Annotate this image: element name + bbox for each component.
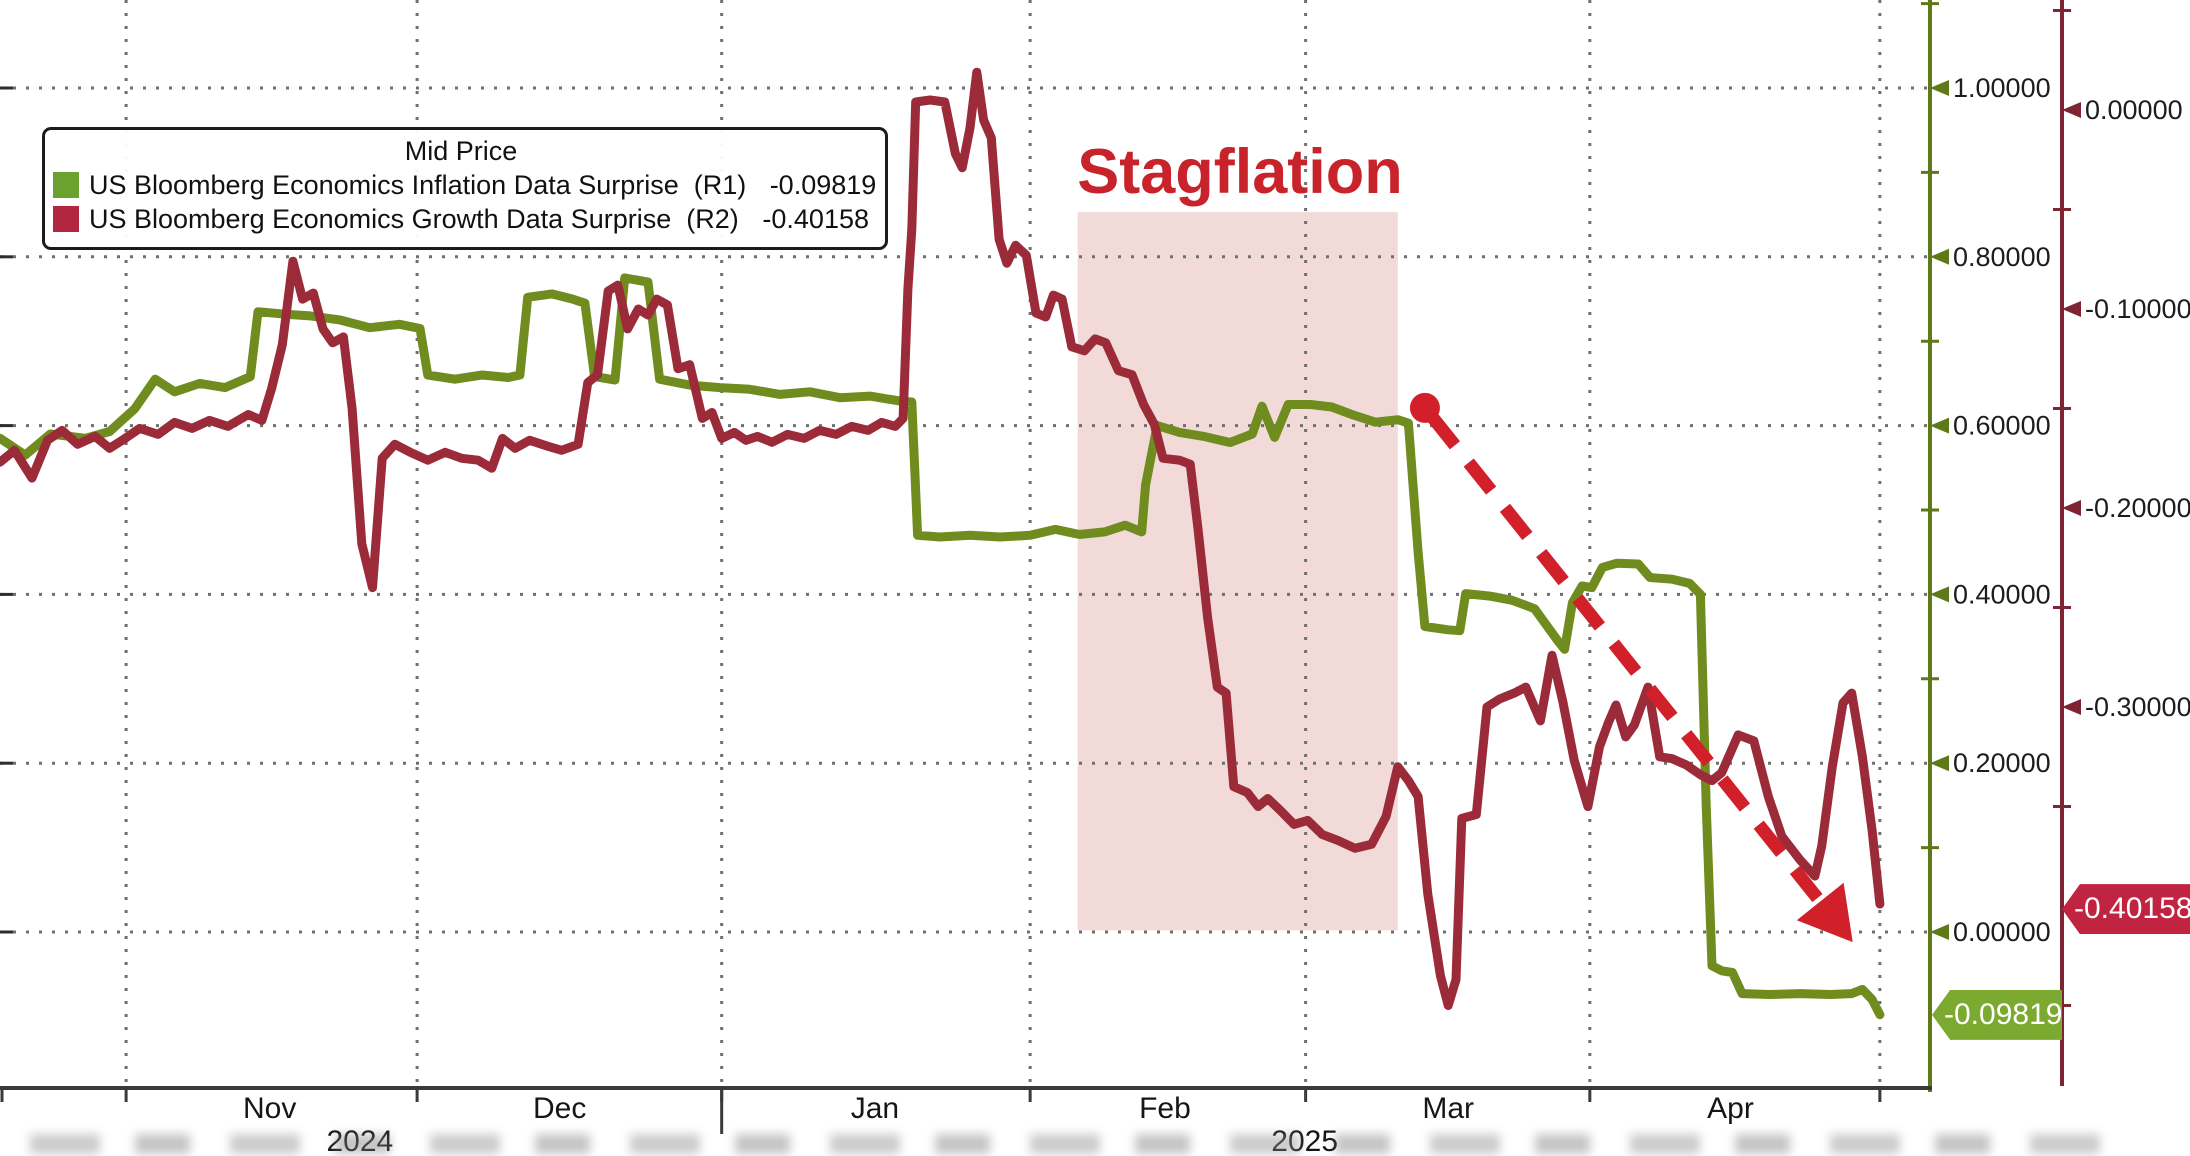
trend-arrow-shaft — [1427, 413, 1827, 908]
month-label: Jan — [851, 1092, 899, 1125]
legend-row-growth: US Bloomberg Economics Growth Data Surpr… — [53, 202, 869, 236]
r1-tick-arrow-icon — [1930, 248, 1949, 265]
year-label: 2025 — [1271, 1125, 1338, 1156]
blurred-fineprint — [30, 1134, 2120, 1154]
r2-tick-label: -0.10000 — [2085, 294, 2190, 324]
r1-tick-arrow-icon — [1930, 755, 1949, 772]
r1-tick-label: 0.60000 — [1953, 411, 2051, 441]
growth-series-line — [0, 67, 1885, 1010]
r1-tick-arrow-icon — [1930, 80, 1949, 96]
r1-tick-label: 0.20000 — [1953, 748, 2051, 778]
trend-arrow-head-icon — [1796, 882, 1853, 943]
year-label: 2024 — [326, 1125, 393, 1156]
month-label: Nov — [243, 1092, 296, 1125]
stagflation-annotation: Stagflation — [1077, 137, 1403, 207]
r2-tick-arrow-icon — [2062, 301, 2081, 317]
r2-tick-arrow-icon — [2062, 699, 2081, 715]
growth-series-label: US Bloomberg Economics Growth Data Surpr… — [89, 203, 739, 234]
month-label: Dec — [533, 1092, 586, 1125]
legend-row-inflation: US Bloomberg Economics Inflation Data Su… — [53, 168, 876, 202]
growth-series-swatch-icon — [53, 206, 79, 232]
r1-tick-arrow-icon — [1930, 924, 1949, 940]
legend-title: Mid Price — [404, 136, 518, 166]
r2-tick-arrow-icon — [2062, 500, 2081, 516]
growth-last-price-badge: -0.40158 — [2062, 884, 2190, 935]
month-label: Mar — [1422, 1092, 1474, 1125]
month-label: Feb — [1139, 1092, 1191, 1125]
r2-tick-label: -0.30000 — [2085, 692, 2190, 722]
inflation-last-price-badge: -0.09819 — [1932, 989, 2062, 1040]
inflation-series-label: US Bloomberg Economics Inflation Data Su… — [89, 169, 747, 200]
r1-tick-label: 0.80000 — [1953, 242, 2051, 272]
growth-series-value: -0.40158 — [762, 203, 869, 234]
inflation-series-line — [0, 273, 1885, 1020]
r2-tick-label: -0.20000 — [2085, 493, 2190, 523]
r1-tick-label: 0.40000 — [1953, 579, 2051, 609]
r1-tick-arrow-icon — [1930, 417, 1949, 434]
inflation-series-value: -0.09819 — [769, 169, 877, 200]
r1-tick-label: 1.00000 — [1953, 73, 2051, 103]
trend-arrow-start-dot — [1409, 392, 1440, 423]
legend: Mid Price US Bloomberg Economics Inflati… — [42, 127, 888, 250]
r1-tick-arrow-icon — [1930, 586, 1949, 603]
month-label: Apr — [1707, 1092, 1754, 1125]
r1-tick-label: 0.00000 — [1953, 917, 2051, 947]
r2-tick-label: 0.00000 — [2085, 95, 2183, 125]
r2-tick-arrow-icon — [2062, 102, 2081, 118]
inflation-series-swatch-icon — [53, 172, 79, 198]
stagflation-shaded-region — [1077, 212, 1398, 931]
